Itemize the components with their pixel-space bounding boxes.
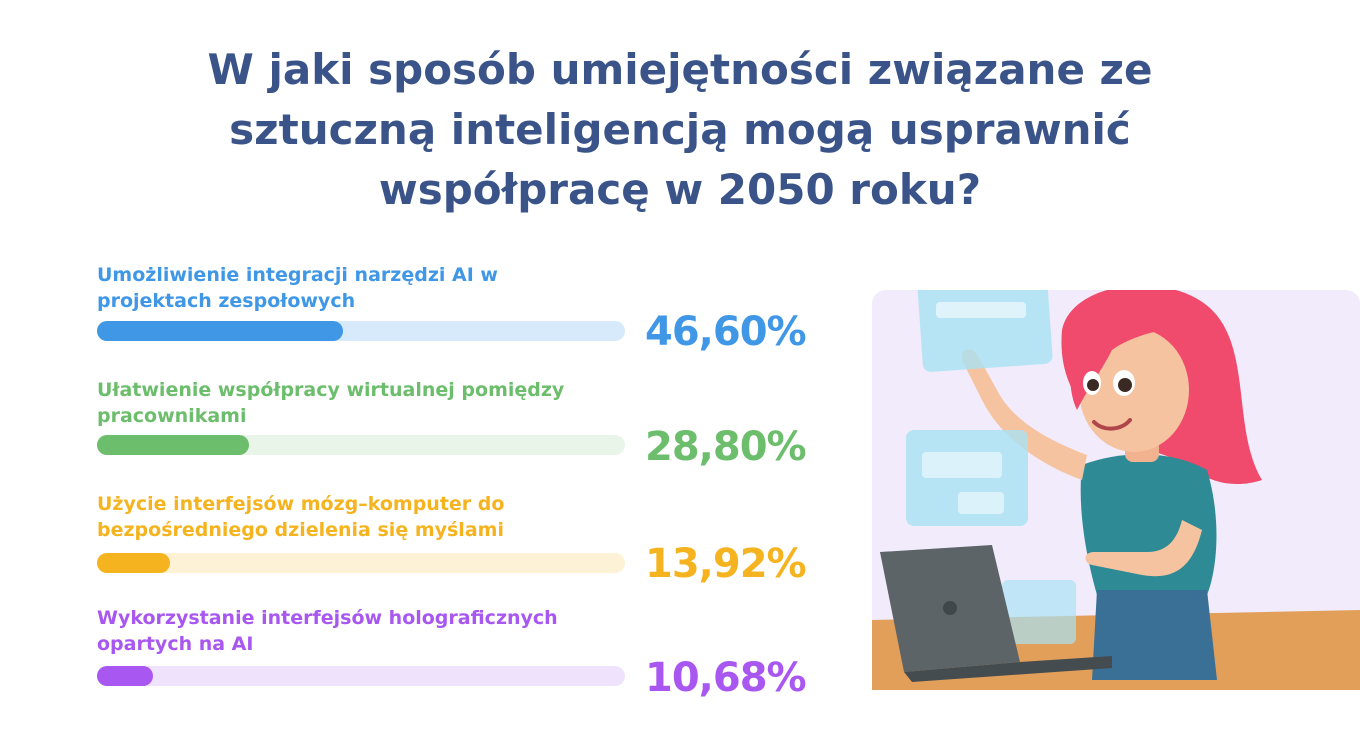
bar-item: Użycie interfejsów mózg–komputer do bezp… <box>97 491 837 586</box>
bar-label: Użycie interfejsów mózg–komputer do bezp… <box>97 493 505 541</box>
raised-arm-shape <box>961 349 1087 480</box>
bar-fill <box>97 321 344 341</box>
laptop-base-shape <box>904 656 1112 682</box>
page-title: W jaki sposób umiejętności związane ze s… <box>207 45 1153 214</box>
bar-value-label: 10,68% <box>645 655 807 701</box>
bar-value-label: 46,60% <box>645 309 807 355</box>
bar-track <box>97 321 625 341</box>
hologram-panel-small <box>1002 580 1076 644</box>
bar-item: Wykorzystanie interfejsów holograficznyc… <box>97 605 837 700</box>
hologram-panel-top <box>917 290 1053 372</box>
bar-value-label: 13,92% <box>645 541 807 587</box>
hologram-panel-box <box>922 452 1002 478</box>
bar-label: Ułatwienie współpracy wirtualnej pomiędz… <box>97 379 565 427</box>
bar-value-label: 28,80% <box>645 424 807 470</box>
bar-track <box>97 553 625 573</box>
woman-using-holographic-interface-illustration <box>872 290 1360 690</box>
right-pupil-shape <box>1118 378 1132 392</box>
bar-item: Umożliwienie integracji narzędzi AI w pr… <box>97 262 837 354</box>
hologram-panel-line <box>936 302 1026 318</box>
hair-front-shape <box>1070 310 1192 410</box>
bar-fill <box>97 666 154 686</box>
hologram-panel-box-small <box>958 492 1004 514</box>
left-pupil-shape <box>1087 379 1099 391</box>
laptop-logo-shape <box>943 601 957 615</box>
bar-fill <box>97 435 250 455</box>
jeans-shape <box>1092 590 1217 680</box>
bar-track <box>97 666 625 686</box>
bar-label: Wykorzystanie interfejsów holograficznyc… <box>97 607 558 655</box>
bar-track <box>97 435 625 455</box>
bar-fill <box>97 553 171 573</box>
smile-shape <box>1092 418 1132 431</box>
lower-arm-shape <box>1085 520 1202 577</box>
bar-item: Ułatwienie współpracy wirtualnej pomiędz… <box>97 377 837 469</box>
bar-label: Umożliwienie integracji narzędzi AI w pr… <box>97 264 498 312</box>
